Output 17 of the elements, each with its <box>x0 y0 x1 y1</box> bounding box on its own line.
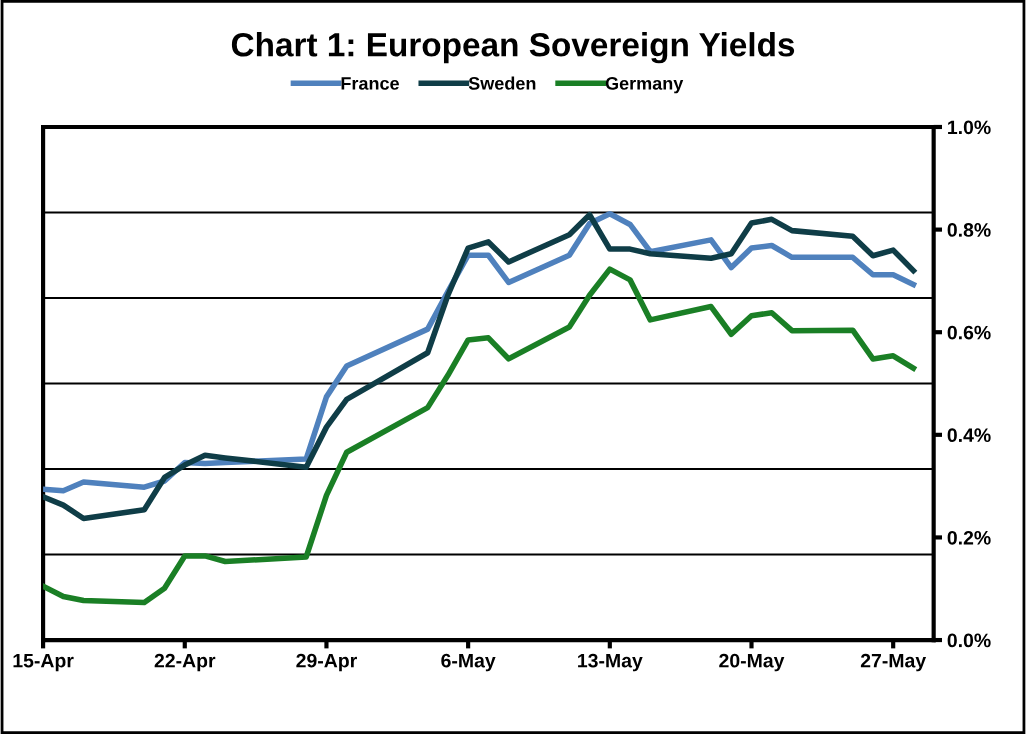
x-tick-label: 29-Apr <box>296 653 357 672</box>
y-tick-label: 0.4% <box>947 428 991 443</box>
legend-label: Sweden <box>468 76 536 90</box>
x-tick-label: 20-May <box>719 653 785 672</box>
y-tick-label: 0.0% <box>947 633 991 648</box>
y-tick-label: 0.6% <box>947 325 991 340</box>
legend-label: Germany <box>605 77 684 94</box>
legend-label: France <box>341 77 399 90</box>
x-tick-label: 6-May <box>441 653 496 672</box>
y-tick-label: 1.0% <box>948 120 991 135</box>
x-tick-label: 22-Apr <box>154 653 216 672</box>
y-tick-label: 0.8% <box>947 223 991 237</box>
chart-title: Chart 1: European Sovereign Yields <box>231 32 795 64</box>
x-tick-label: 15-Apr <box>13 653 74 672</box>
y-tick-label: 0.2% <box>947 530 991 545</box>
x-tick-label: 27-May <box>860 653 927 672</box>
x-tick-label: 13-May <box>578 653 643 672</box>
